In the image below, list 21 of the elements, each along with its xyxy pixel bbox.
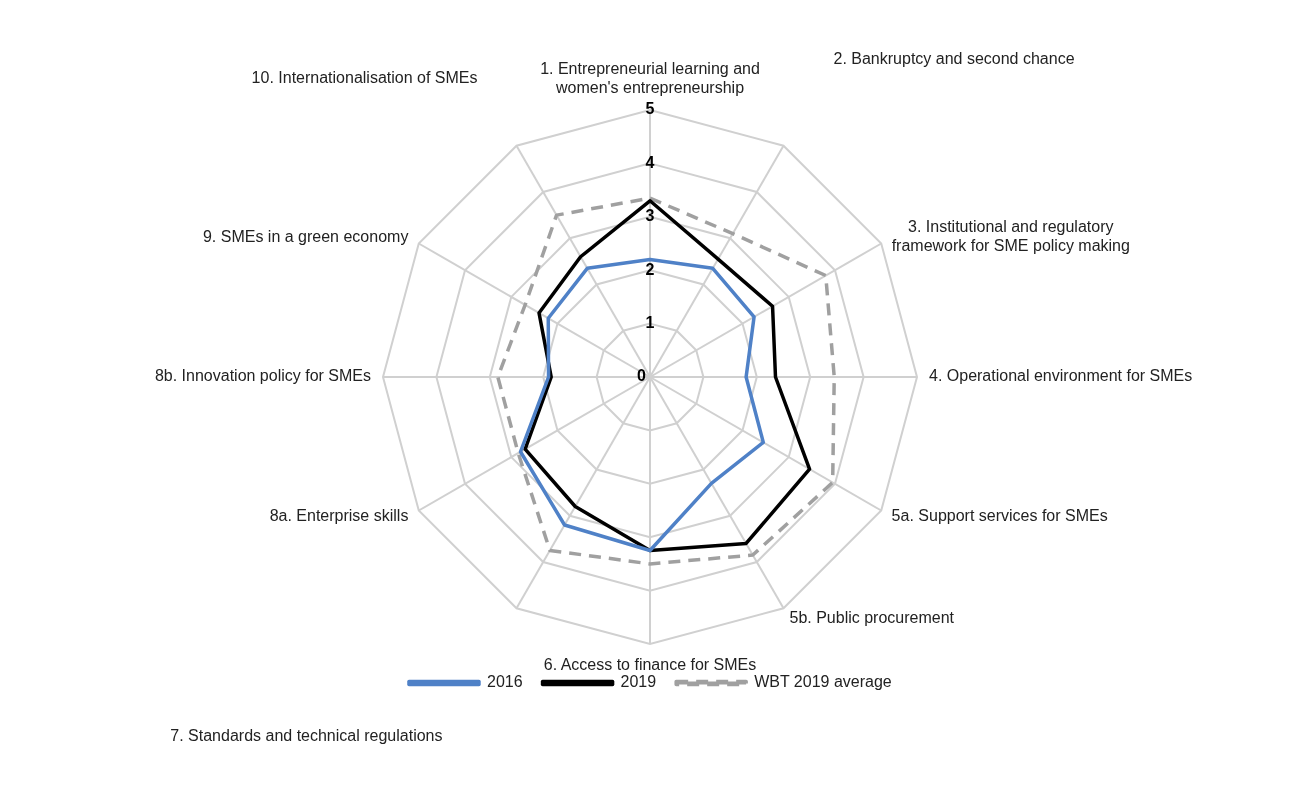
spoke-label: 7. Standards and technical regulations <box>170 726 443 744</box>
y-tick-label: 3 <box>645 207 655 225</box>
y-tick-label: 1 <box>645 314 655 332</box>
legend-label: 2019 <box>620 673 657 691</box>
spoke-label: 4. Operational environment for SMEs <box>929 367 1193 385</box>
spoke-label: 3. Institutional and regulatory framework for SME policy making <box>891 218 1130 255</box>
y-tick-label: 0 <box>637 367 647 385</box>
spoke-label: 8a. Enterprise skills <box>269 506 409 524</box>
spoke-label: 5b. Public procurement <box>789 609 955 627</box>
y-tick-label: 5 <box>645 100 655 118</box>
y-tick-label: 2 <box>645 260 655 278</box>
spoke-label: 1. Entrepreneurial learning and women's entrepreneurship <box>540 59 760 96</box>
y-tick-label: 4 <box>645 153 655 171</box>
spoke-label: 8b. Innovation policy for SMEs <box>154 367 371 385</box>
spoke-label: 6. Access to finance for SMEs <box>543 655 757 673</box>
spoke-label: 9. SMEs in a green economy <box>202 227 409 245</box>
legend-label: 2016 <box>486 673 523 691</box>
spoke-label: 5a. Support services for SMEs <box>891 506 1108 524</box>
legend-label: WBT 2019 average <box>754 673 892 691</box>
spoke-label: 2. Bankruptcy and second chance <box>833 49 1075 67</box>
spoke-label: 10. Internationalisation of SMEs <box>251 68 478 86</box>
